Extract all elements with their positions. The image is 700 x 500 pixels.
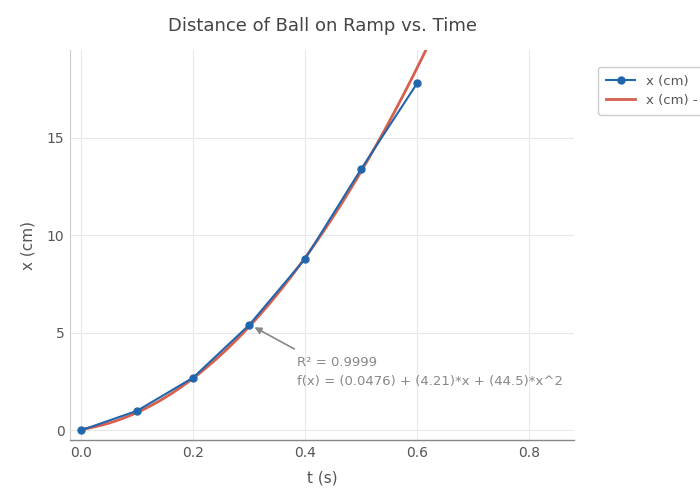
x (cm) - fit bbox=[77, 426, 85, 432]
x (cm) bbox=[413, 80, 421, 86]
Line: x (cm) - fit: x (cm) - fit bbox=[81, 45, 428, 430]
x (cm) - fit bbox=[284, 278, 292, 284]
Line: x (cm): x (cm) bbox=[78, 80, 421, 434]
X-axis label: t (s): t (s) bbox=[307, 470, 337, 486]
x (cm) - fit bbox=[283, 280, 291, 285]
x (cm) bbox=[245, 322, 253, 328]
x (cm) bbox=[77, 427, 85, 433]
x (cm) bbox=[301, 256, 309, 262]
x (cm) - fit bbox=[392, 106, 400, 112]
x (cm) - fit bbox=[290, 270, 298, 276]
x (cm) - fit bbox=[424, 42, 433, 48]
x (cm) - fit bbox=[78, 426, 87, 432]
x (cm) bbox=[357, 166, 365, 172]
x (cm) bbox=[189, 374, 197, 380]
Y-axis label: x (cm): x (cm) bbox=[21, 220, 36, 270]
Title: Distance of Ball on Ramp vs. Time: Distance of Ball on Ramp vs. Time bbox=[167, 16, 477, 34]
Text: R² = 0.9999
f(x) = (0.0476) + (4.21)*x + (44.5)*x^2: R² = 0.9999 f(x) = (0.0476) + (4.21)*x +… bbox=[297, 356, 563, 388]
Legend: x (cm), x (cm) - fit: x (cm), x (cm) - fit bbox=[598, 66, 700, 115]
x (cm) - fit bbox=[370, 146, 378, 152]
x (cm) bbox=[133, 408, 141, 414]
